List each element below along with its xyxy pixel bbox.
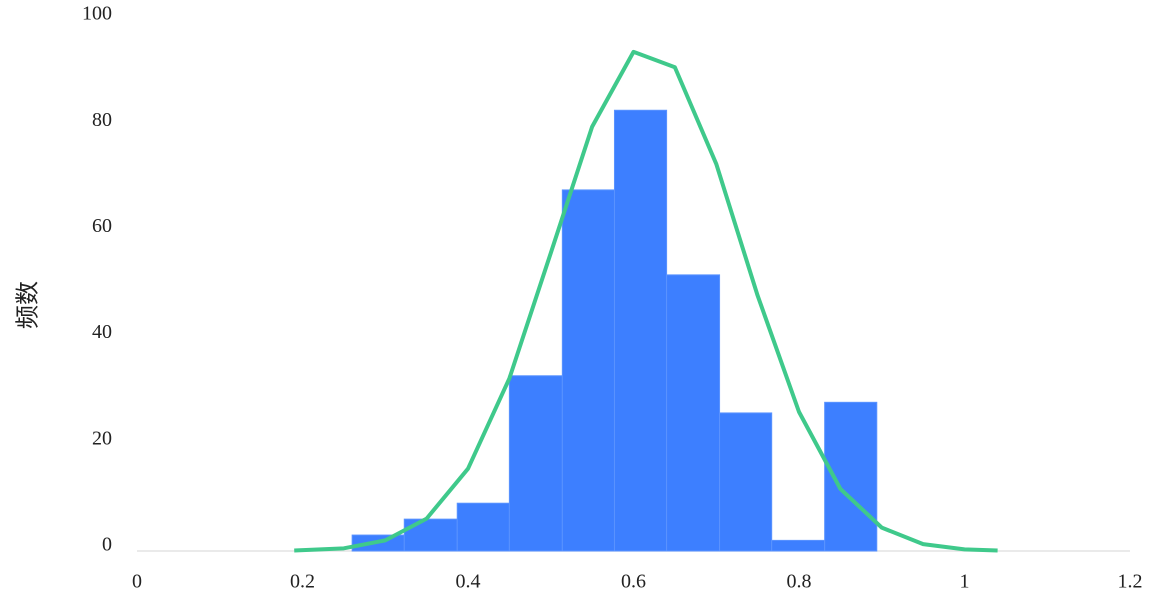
y-tick-label: 80	[92, 109, 112, 131]
x-tick-label: 0.2	[290, 571, 315, 593]
bar	[561, 189, 615, 552]
bar	[719, 412, 773, 552]
density-curve	[294, 49, 998, 553]
x-tick-label: 0.8	[787, 571, 812, 593]
bar	[771, 539, 826, 552]
bar	[508, 375, 563, 552]
x-tick-label: 1.2	[1118, 571, 1143, 593]
bar	[666, 274, 721, 552]
y-tick-label: 20	[92, 427, 112, 449]
y-tick-label: 40	[92, 321, 112, 343]
bar	[403, 518, 458, 552]
x-tick-label: 0.6	[621, 571, 646, 593]
y-tick-label: 0	[102, 534, 112, 556]
y-tick-label: 100	[82, 3, 112, 25]
x-tick-label: 0.4	[456, 571, 481, 593]
x-tick-label: 1	[960, 571, 970, 593]
x-tick-label: 0	[132, 571, 142, 593]
bar	[456, 502, 510, 552]
y-axis-label: 频数	[15, 281, 42, 329]
y-tick-label: 60	[92, 215, 112, 237]
bar	[613, 109, 668, 552]
